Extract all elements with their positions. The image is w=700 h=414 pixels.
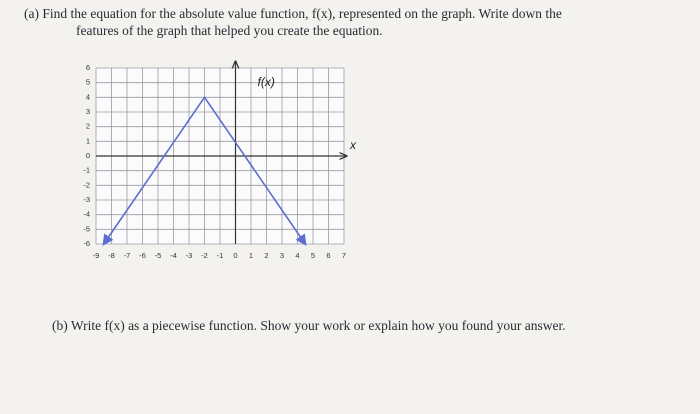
x-axis-label: x [349,138,357,152]
question-b: (b) Write f(x) as a piecewise function. … [52,318,566,334]
x-tick-label: -6 [139,251,146,260]
x-tick-label: -7 [124,251,131,260]
y-tick-label: -2 [83,180,90,189]
y-tick-label: -3 [83,195,90,204]
question-label: (b) [52,318,68,333]
function-line [102,95,307,246]
question-a-line-2: features of the graph that helped you cr… [76,23,383,38]
x-tick-label: 2 [264,251,268,260]
x-tick-label: -4 [170,251,177,260]
x-tick-label: 6 [326,251,330,260]
x-tick-label: 7 [342,251,346,260]
y-tick-label: -6 [83,239,90,248]
function-label: f(x) [258,75,275,89]
y-tick-label: 5 [86,78,90,87]
question-label: (a) [24,6,39,21]
x-tick-label: -2 [201,251,208,260]
question-text: Write f(x) as a piecewise function. Show… [70,318,566,333]
x-tick-label: -3 [186,251,193,260]
y-tick-label: -4 [83,210,90,219]
x-tick-label: -8 [108,251,115,260]
y-tick-label: -1 [83,166,90,175]
y-tick-label: -5 [83,224,90,233]
x-tick-label: 0 [233,251,237,260]
x-tick-label: -1 [217,251,224,260]
question-a-line-1: (a) Find the equation for the absolute v… [24,6,562,22]
question-text: Find the equation for the absolute value… [42,6,562,21]
y-tick-label: 6 [86,63,90,72]
x-tick-label: 3 [280,251,284,260]
x-tick-label: 1 [249,251,253,260]
y-tick-label: 1 [86,136,90,145]
y-tick-label: 4 [86,92,90,101]
y-tick-label: 3 [86,107,90,116]
x-tick-label: -5 [155,251,162,260]
x-tick-label: -9 [93,251,100,260]
x-tick-label: 4 [295,251,299,260]
x-tick-label: 5 [311,251,315,260]
y-tick-label: 0 [86,151,90,160]
y-tick-label: 2 [86,122,90,131]
